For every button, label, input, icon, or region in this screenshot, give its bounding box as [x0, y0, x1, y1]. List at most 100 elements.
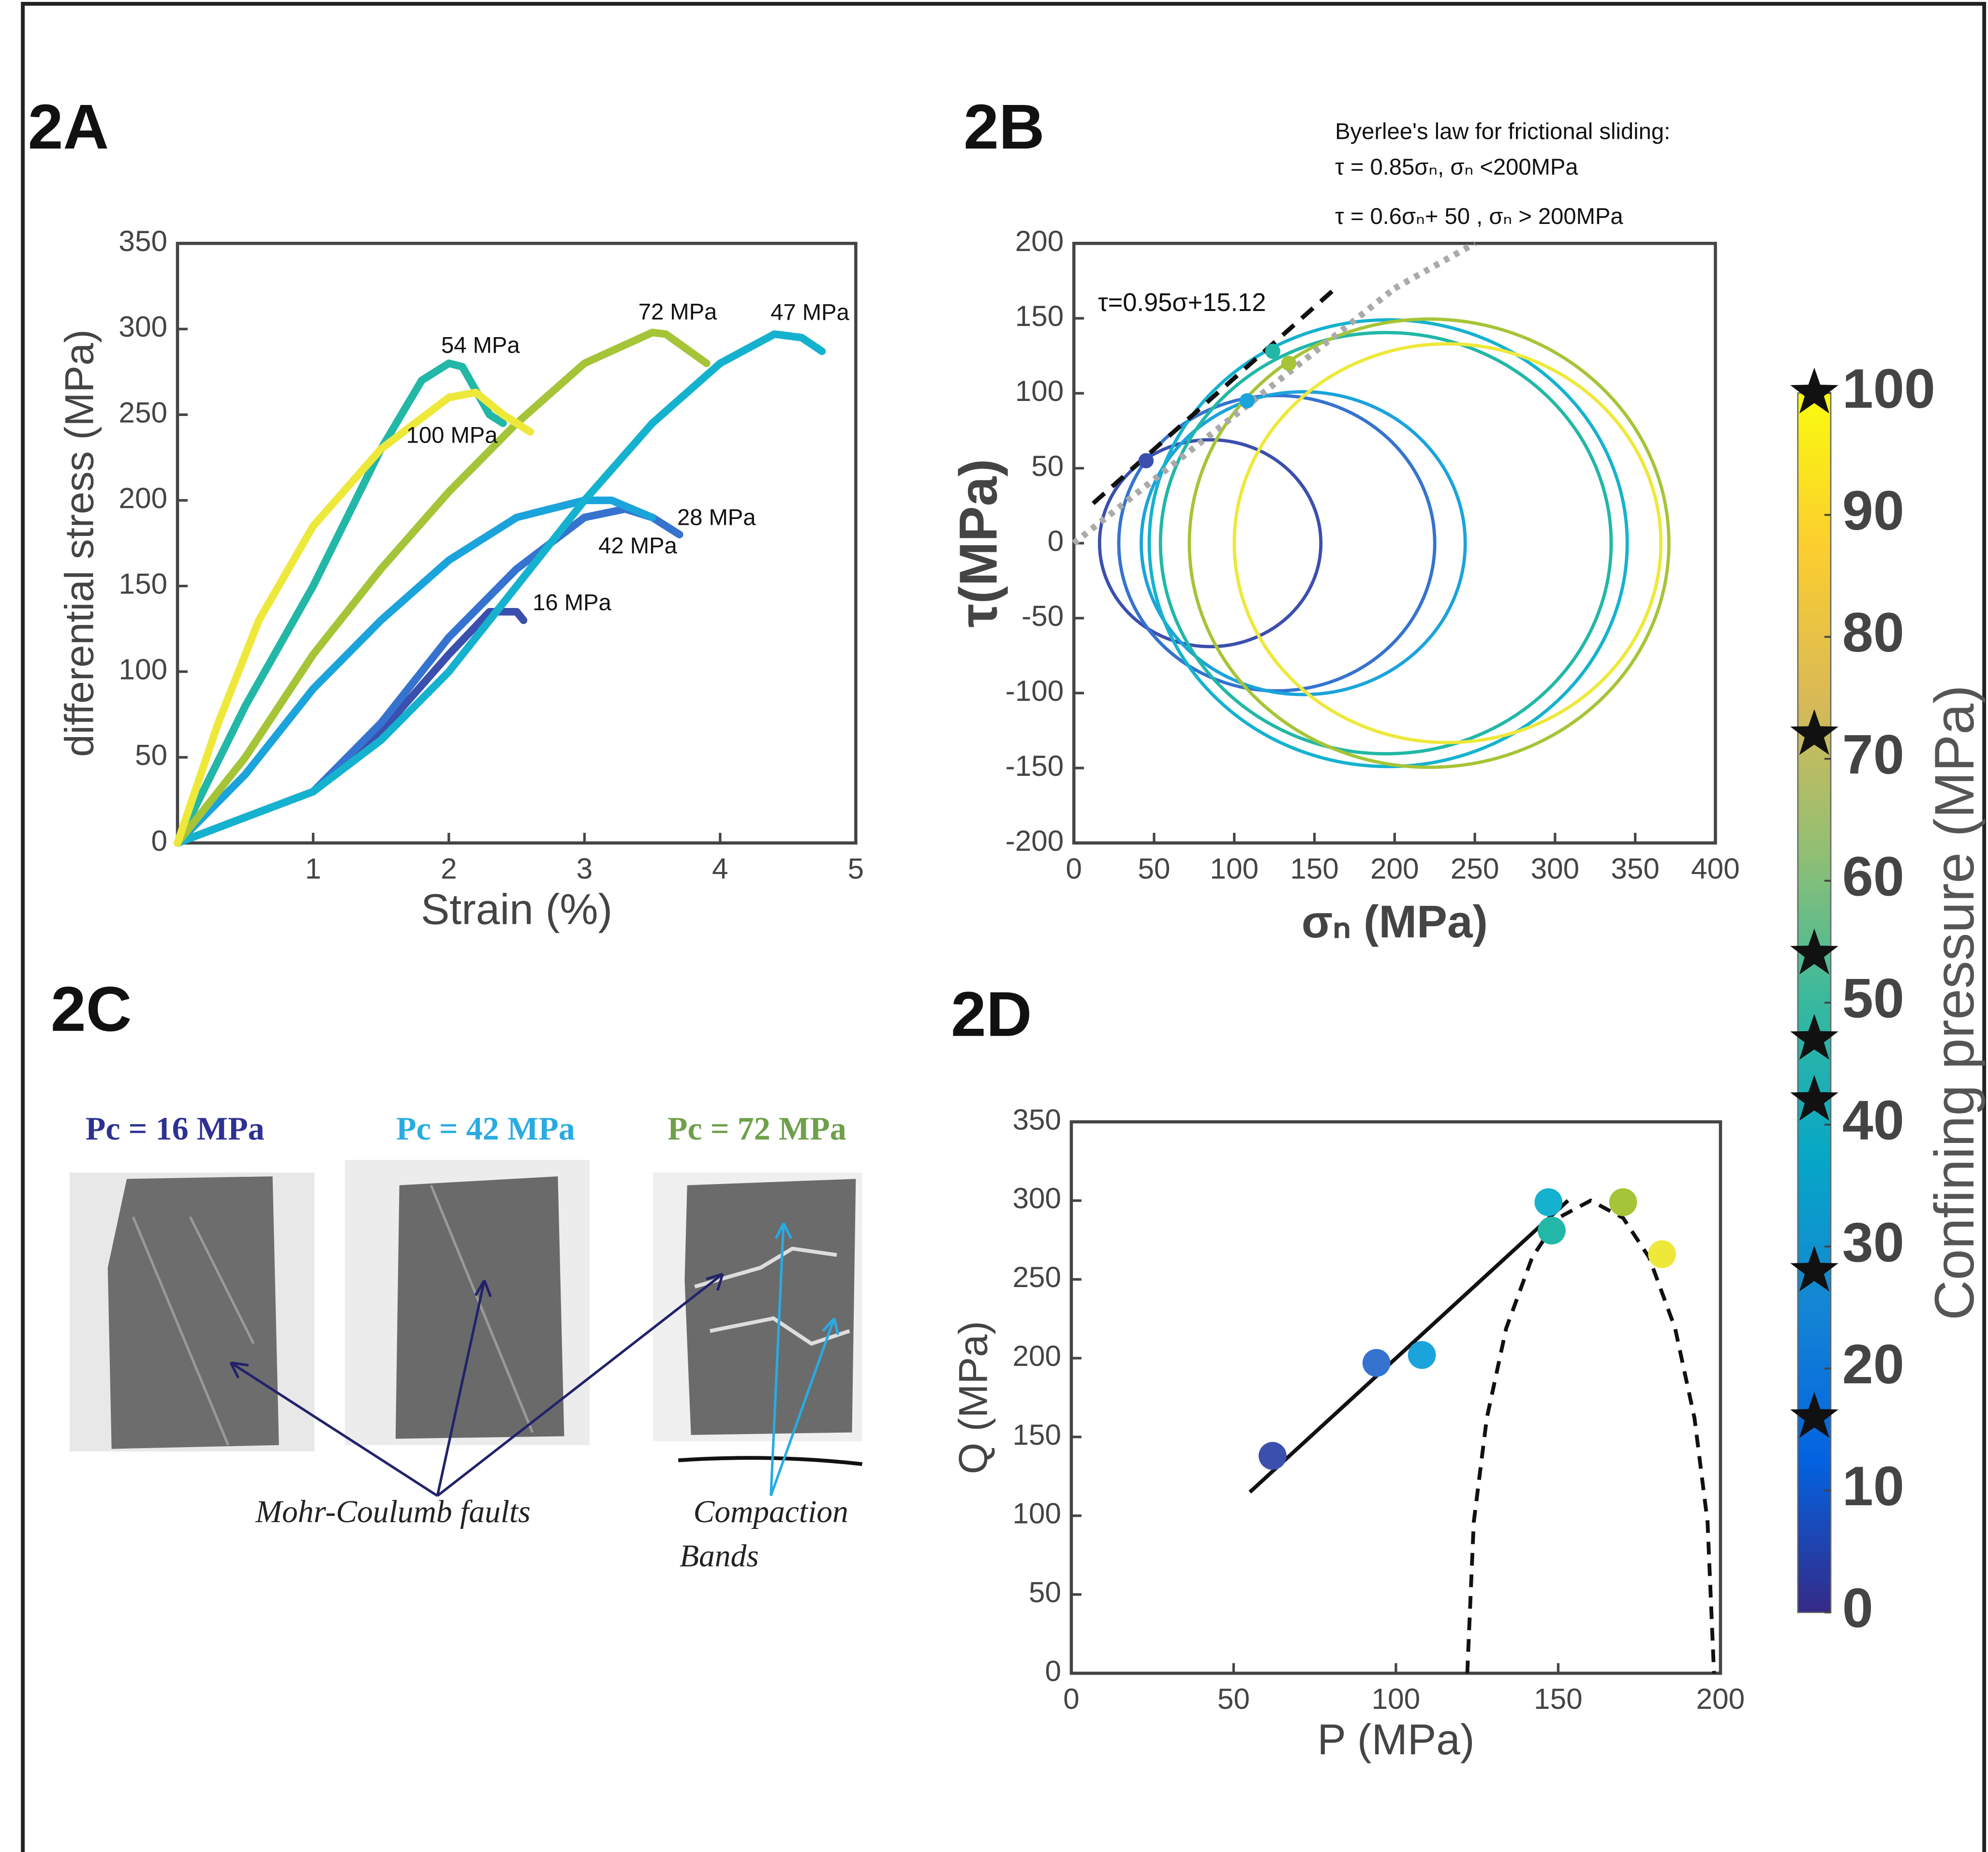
- x-tick-label: 200: [1696, 1682, 1745, 1715]
- tangent-point: [1239, 393, 1255, 409]
- y-tick-label: 50: [1029, 1576, 1061, 1609]
- annotation: Bands: [680, 1539, 759, 1574]
- byerlee-formula: τ = 0.85σₙ, σₙ <200MPa: [1335, 154, 1578, 179]
- y-axis-label: τ(MPa): [949, 459, 1008, 628]
- y-tick-label: 100: [1012, 1497, 1061, 1530]
- colorbar-tick-label: 70: [1842, 724, 1904, 785]
- band-arrows: [770, 1222, 840, 1496]
- axes-frame: [176, 241, 858, 845]
- data-point: [1538, 1216, 1566, 1245]
- colorbar-label: Confining pressure (MPa): [1924, 685, 1986, 1320]
- mohr-circle: [1117, 394, 1437, 693]
- colorbar-tick-label: 40: [1842, 1090, 1904, 1152]
- photo-caption: Pc = 42 MPa: [396, 1110, 575, 1147]
- annotation: Compaction: [694, 1495, 848, 1529]
- panel-label: 2C: [51, 973, 132, 1044]
- fault-arrows: [229, 1273, 724, 1497]
- pressure-marker: [1790, 709, 1839, 755]
- x-tick-label: 0: [1063, 1682, 1080, 1715]
- x-tick-label: 4: [712, 852, 728, 885]
- y-tick-label: -150: [1006, 749, 1064, 782]
- photo-caption: Pc = 16 MPa: [86, 1110, 265, 1147]
- x-tick-label: 150: [1290, 852, 1339, 885]
- series-label: 42 MPa: [598, 533, 677, 558]
- panel-label: 2D: [951, 978, 1032, 1050]
- sample-core: [107, 1176, 279, 1449]
- x-tick-label: 50: [1138, 852, 1170, 885]
- x-tick-label: 400: [1691, 852, 1740, 885]
- figure-frame: [21, 1, 1987, 1852]
- data-point: [1362, 1348, 1391, 1377]
- byerlee-line: [1393, 240, 1477, 291]
- compaction-band: [694, 1246, 850, 1346]
- data-point: [1408, 1341, 1436, 1369]
- y-tick-label: 350: [119, 224, 167, 257]
- tangent-point: [1138, 453, 1154, 469]
- x-tick-label: 250: [1451, 852, 1499, 885]
- series-label: 54 MPa: [441, 332, 520, 358]
- x-tick-label: 2: [441, 852, 457, 885]
- y-tick-label: 300: [119, 310, 167, 343]
- x-tick-label: 3: [577, 852, 593, 885]
- pressure-marker: [1790, 928, 1839, 975]
- series-label: 28 MPa: [677, 504, 756, 530]
- tangent-point: [1281, 356, 1297, 371]
- y-tick-label: 200: [1015, 224, 1064, 257]
- byerlee-line: [1072, 286, 1397, 546]
- stress-strain-curve: [174, 328, 711, 847]
- mohr-circle: [1147, 318, 1629, 769]
- colorbar-tick-label: 20: [1842, 1333, 1904, 1395]
- colorbar-tick-label: 90: [1842, 480, 1904, 542]
- sample-core: [684, 1179, 856, 1435]
- data-point: [1648, 1240, 1676, 1268]
- photo-caption: Pc = 72 MPa: [668, 1110, 846, 1147]
- panel-label: 2A: [28, 91, 109, 162]
- colorbar-tick-label: 100: [1842, 358, 1935, 420]
- x-tick-label: 350: [1611, 852, 1660, 885]
- mohr-circle: [1158, 331, 1613, 756]
- series-label: 72 MPa: [638, 299, 717, 325]
- pressure-marker: [1790, 1075, 1839, 1121]
- series-label: 16 MPa: [533, 589, 611, 615]
- tangent-point: [1265, 343, 1281, 359]
- data-point: [1609, 1188, 1637, 1216]
- colorbar-tick-label: 30: [1842, 1212, 1904, 1274]
- x-tick-label: 5: [848, 852, 864, 885]
- y-tick-label: 100: [1015, 374, 1064, 407]
- y-tick-label: -200: [1006, 824, 1064, 857]
- data-point: [1259, 1442, 1287, 1470]
- pressure-marker: [1790, 368, 1839, 414]
- pressure-marker: [1790, 1245, 1839, 1292]
- x-tick-label: 300: [1531, 852, 1580, 885]
- x-axis-label: P (MPa): [1317, 1715, 1474, 1763]
- y-tick-label: 0: [151, 824, 167, 857]
- y-tick-label: -50: [1022, 599, 1064, 632]
- y-tick-label: 350: [1012, 1103, 1061, 1136]
- colorbar-tick-label: 0: [1842, 1577, 1873, 1639]
- colorbar-tick-label: 10: [1842, 1455, 1904, 1517]
- y-tick-label: 150: [119, 567, 167, 600]
- y-tick-label: 250: [1012, 1260, 1061, 1293]
- y-tick-label: 150: [1015, 299, 1064, 332]
- fault-trace: [132, 1216, 255, 1446]
- stress-strain-curve: [174, 388, 534, 847]
- stress-strain-curve: [174, 496, 656, 847]
- fit-line: [1091, 283, 1340, 505]
- annotation: Mohr-Coulumb faults: [255, 1495, 530, 1529]
- x-tick-label: 50: [1217, 1682, 1250, 1715]
- fit-line: [1248, 1199, 1570, 1494]
- x-tick-label: 100: [1210, 852, 1259, 885]
- y-tick-label: 50: [1031, 449, 1064, 482]
- y-tick-label: 250: [119, 396, 167, 429]
- x-tick-label: 0: [1066, 852, 1082, 885]
- y-tick-label: 150: [1012, 1418, 1061, 1451]
- sample-core: [395, 1176, 564, 1439]
- shadow: [678, 1456, 862, 1466]
- yield-envelope: [1465, 1198, 1716, 1674]
- mohr-circle: [1232, 342, 1663, 744]
- y-tick-label: 300: [1012, 1182, 1061, 1215]
- byerlee-title: Byerlee's law for frictional sliding:: [1335, 119, 1670, 144]
- series-label: 100 MPa: [406, 422, 498, 448]
